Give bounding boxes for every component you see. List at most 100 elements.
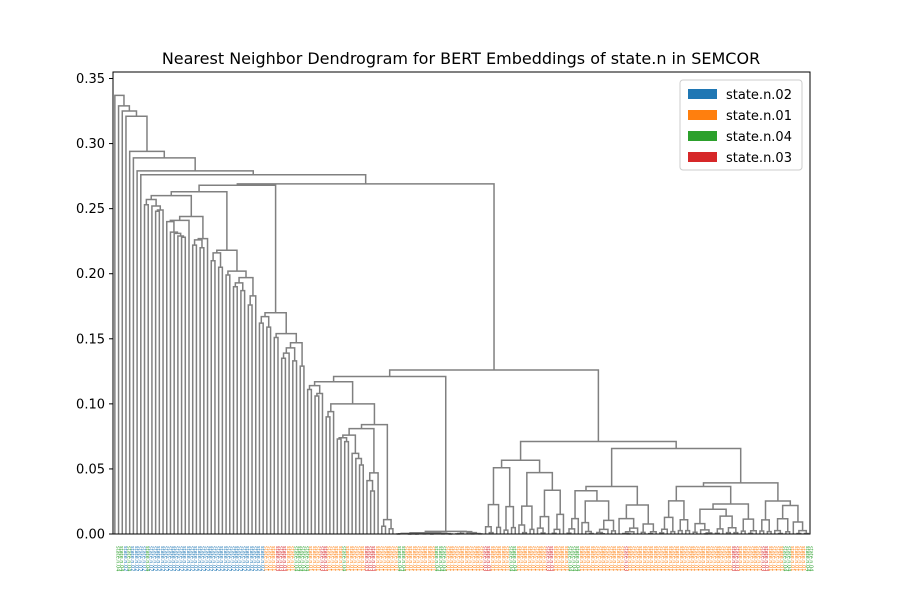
dendrogram-link bbox=[571, 517, 580, 534]
legend-swatch bbox=[688, 152, 717, 162]
dendrogram-link bbox=[519, 440, 677, 461]
leaf-label: state.n.01 bbox=[355, 546, 361, 571]
leaf-label: state.n.01 bbox=[715, 546, 721, 571]
leaf-label: state.n.02 bbox=[177, 546, 183, 571]
dendrogram-link bbox=[234, 282, 244, 291]
leaf-label: state.n.04 bbox=[303, 546, 309, 571]
dendrogram-link bbox=[553, 528, 561, 534]
dendrogram-link bbox=[150, 194, 193, 217]
leaf-label: state.n.01 bbox=[537, 546, 543, 571]
dendrogram-link bbox=[761, 519, 770, 532]
leaf-label: state.n.01 bbox=[337, 546, 343, 571]
y-tick-label: 0.35 bbox=[76, 72, 105, 87]
dendrogram-link bbox=[348, 427, 375, 473]
dendrogram-link bbox=[487, 503, 500, 528]
leaf-label: state.n.03 bbox=[485, 546, 491, 571]
leaf-label: state.n.02 bbox=[148, 546, 154, 571]
dendrogram-link bbox=[143, 203, 149, 534]
leaf-label: state.n.01 bbox=[604, 546, 610, 571]
leaf-label: state.n.01 bbox=[374, 546, 380, 571]
dendrogram-link bbox=[316, 392, 324, 534]
leaf-label: state.n.01 bbox=[615, 546, 621, 571]
dendrogram-link bbox=[166, 220, 175, 534]
leaf-label: state.n.01 bbox=[455, 546, 461, 571]
leaf-label: state.n.04 bbox=[144, 546, 150, 571]
leaf-label: state.n.01 bbox=[719, 546, 725, 571]
leaf-label: state.n.01 bbox=[389, 546, 395, 571]
dendrogram-link bbox=[336, 438, 342, 534]
dendrogram-link bbox=[156, 209, 164, 534]
dendrogram-link bbox=[306, 388, 313, 534]
dendrogram-link bbox=[699, 508, 727, 524]
dendrogram-link bbox=[351, 452, 360, 534]
dendrogram-link bbox=[232, 285, 238, 534]
dendrogram-link bbox=[282, 352, 290, 534]
dendrogram-link bbox=[659, 532, 665, 534]
leaf-label: state.n.01 bbox=[429, 546, 435, 571]
legend: state.n.02 state.n.01 state.n.04 state.n.03 bbox=[679, 79, 803, 171]
dendrogram-link bbox=[366, 479, 374, 534]
dendrogram-link bbox=[679, 519, 689, 531]
dendrogram-link bbox=[716, 528, 724, 534]
leaf-label: state.n.03 bbox=[733, 546, 739, 571]
dendrogram-link bbox=[308, 384, 321, 394]
leaf-label: state.n.01 bbox=[415, 546, 421, 571]
leaf-label: state.n.01 bbox=[682, 546, 688, 571]
leaf-label: state.n.01 bbox=[767, 546, 773, 571]
y-tick-label: 0.25 bbox=[76, 202, 105, 217]
dendrogram-link bbox=[173, 232, 182, 534]
leaf-label: state.n.04 bbox=[441, 546, 447, 571]
dendrogram-link bbox=[388, 369, 600, 442]
leaf-label: state.n.04 bbox=[433, 546, 439, 571]
leaf-label: state.n.02 bbox=[133, 546, 139, 571]
leaf-label: state.n.03 bbox=[318, 546, 324, 571]
dendrogram-link bbox=[610, 447, 742, 487]
leaf-label: state.n.01 bbox=[307, 546, 313, 571]
dendrogram-link bbox=[495, 526, 502, 534]
dendrogram-link bbox=[749, 530, 757, 534]
dendrogram-link bbox=[584, 530, 593, 534]
dendrogram-link bbox=[240, 289, 246, 534]
leaf-label: state.n.01 bbox=[530, 546, 536, 571]
leaf-label: state.n.01 bbox=[489, 546, 495, 571]
leaf-label: state.n.01 bbox=[652, 546, 658, 571]
leaf-label: state.n.01 bbox=[700, 546, 706, 571]
chart-title: Nearest Neighbor Dendrogram for BERT Emb… bbox=[162, 49, 760, 68]
legend-swatch bbox=[688, 131, 717, 141]
leaf-label: state.n.01 bbox=[315, 546, 321, 571]
dendrogram-link bbox=[792, 521, 804, 534]
leaf-label: state.n.02 bbox=[189, 546, 195, 571]
leaf-label: state.n.04 bbox=[511, 546, 517, 571]
dendrogram-link bbox=[343, 440, 350, 534]
dendrogram-link bbox=[675, 485, 732, 505]
leaf-label: state.n.01 bbox=[708, 546, 714, 571]
dendrogram-link bbox=[264, 312, 287, 334]
leaf-label: state.n.01 bbox=[726, 546, 732, 571]
leaf-label: state.n.01 bbox=[478, 546, 484, 571]
dendrogram-link bbox=[670, 530, 676, 534]
dendrogram-link bbox=[774, 529, 782, 534]
dendrogram-link bbox=[581, 521, 590, 534]
leaf-labels: state.n.04state.n.04state.n.02state.n.04… bbox=[114, 546, 813, 571]
dendrogram-link bbox=[663, 516, 674, 532]
dendrogram-link bbox=[314, 395, 320, 534]
leaf-label: state.n.02 bbox=[196, 546, 202, 571]
dendrogram-link bbox=[742, 518, 755, 532]
legend-label: state.n.03 bbox=[726, 151, 792, 166]
leaf-label: state.n.02 bbox=[240, 546, 246, 571]
leaf-label: state.n.04 bbox=[114, 546, 120, 571]
dendrogram-link bbox=[327, 410, 335, 534]
dendrogram-link bbox=[598, 528, 609, 534]
leaf-label: state.n.02 bbox=[163, 546, 169, 571]
dendrogram-link bbox=[518, 524, 526, 534]
leaf-label: state.n.01 bbox=[648, 546, 654, 571]
leaf-label: state.n.02 bbox=[237, 546, 243, 571]
dendrogram-link bbox=[260, 315, 270, 328]
leaf-label: state.n.02 bbox=[218, 546, 224, 571]
leaf-label: state.n.01 bbox=[745, 546, 751, 571]
legend-label: state.n.04 bbox=[726, 130, 792, 145]
dendrogram-link bbox=[198, 184, 277, 313]
y-tick-label: 0.05 bbox=[76, 462, 105, 477]
dendrogram-link bbox=[360, 423, 389, 520]
